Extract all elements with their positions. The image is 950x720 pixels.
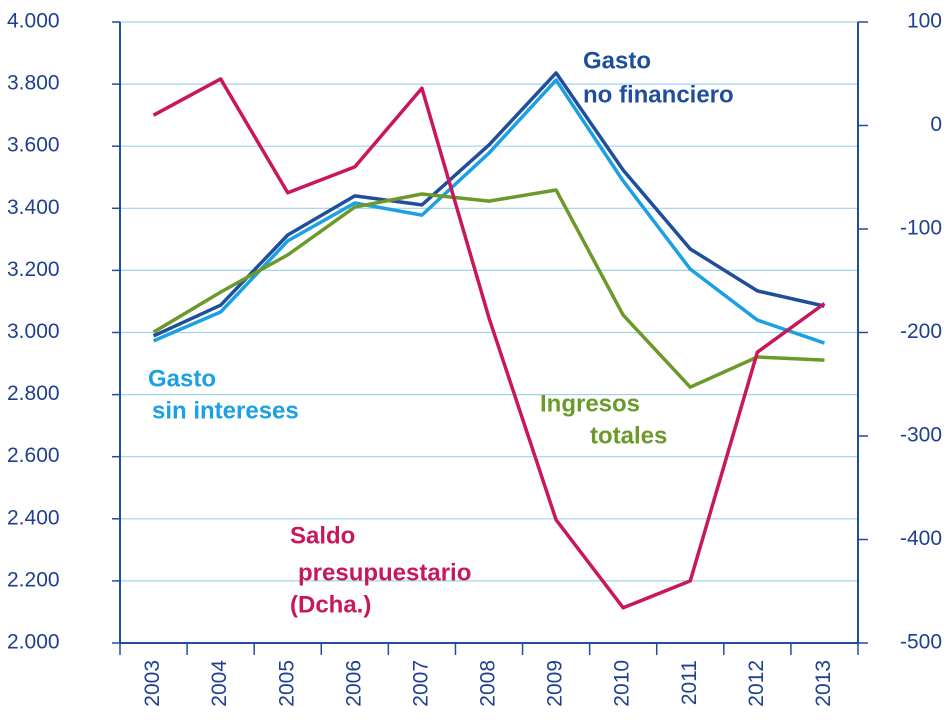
y2-tick-label: 100 xyxy=(907,10,942,33)
y2-tick-label: -400 xyxy=(900,527,942,550)
y-tick-label: 3.600 xyxy=(7,134,60,157)
x-tick-label: 2011 xyxy=(678,660,701,705)
series-label: presupuestario xyxy=(298,559,471,586)
x-tick-label: 2004 xyxy=(208,660,231,707)
y-tick-label: 3.400 xyxy=(7,196,60,219)
series-label: no financiero xyxy=(583,81,734,108)
x-tick-label: 2006 xyxy=(342,660,365,707)
series-label: Gasto xyxy=(583,47,651,74)
series-line xyxy=(152,71,825,338)
series-label: (Dcha.) xyxy=(290,591,371,618)
x-tick-label: 2008 xyxy=(477,660,500,707)
series-label: Ingresos xyxy=(540,390,640,417)
x-tick-label: 2007 xyxy=(409,660,432,707)
y-tick-label: 3.000 xyxy=(7,320,60,343)
y2-tick-label: 0 xyxy=(930,113,942,136)
x-tick-label: 2012 xyxy=(745,660,768,707)
y-tick-label: 2.200 xyxy=(7,568,60,591)
y-tick-label: 2.800 xyxy=(7,382,60,405)
y2-tick-label: -300 xyxy=(900,424,942,447)
series-label: Gasto xyxy=(148,365,216,392)
x-tick-label: 2009 xyxy=(544,660,567,707)
y2-tick-label: -100 xyxy=(900,217,942,240)
series-label: Saldo xyxy=(290,522,355,549)
x-tick-label: 2010 xyxy=(611,660,634,707)
y-tick-label: 2.600 xyxy=(7,444,60,467)
x-tick-label: 2003 xyxy=(141,660,164,707)
x-tick-label: 2013 xyxy=(812,660,835,707)
y2-tick-label: -200 xyxy=(900,320,942,343)
series-label: sin intereses xyxy=(152,397,299,424)
series-line xyxy=(152,77,826,610)
series-label: totales xyxy=(590,422,667,449)
y-tick-label: 3.200 xyxy=(7,258,60,281)
series-line xyxy=(152,78,826,345)
series-line xyxy=(152,188,825,389)
y-tick-label: 4.000 xyxy=(7,10,60,33)
y2-tick-label: -500 xyxy=(900,631,942,654)
y-tick-label: 2.000 xyxy=(7,631,60,654)
y-tick-label: 2.400 xyxy=(7,506,60,529)
x-tick-label: 2005 xyxy=(275,660,298,707)
y-tick-label: 3.800 xyxy=(7,72,60,95)
